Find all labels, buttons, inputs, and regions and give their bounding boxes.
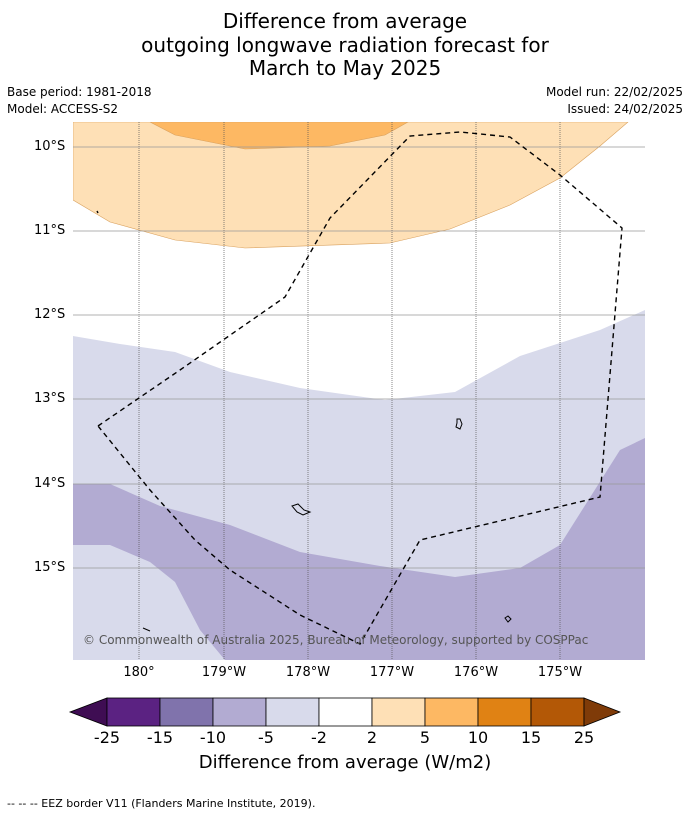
lat-label-11s: 11°S	[34, 223, 66, 238]
colorbar-bin-7	[424, 697, 479, 727]
island-3	[504, 615, 512, 623]
lat-label-13s: 13°S	[34, 391, 66, 406]
lon-label-178w: 178°W	[285, 665, 331, 680]
colorbar-tick-5: -2	[311, 728, 327, 747]
island-4	[142, 627, 151, 632]
anomaly-band-pos2	[73, 122, 629, 249]
title-line-3: March to May 2025	[248, 56, 442, 80]
colorbar-bin-8	[477, 697, 532, 727]
colorbar-tick-2: -15	[146, 728, 174, 747]
model-run: Model run: 22/02/2025	[545, 85, 683, 99]
colorbar-bin-1	[106, 697, 161, 727]
lon-label-175w: 175°W	[537, 665, 583, 680]
colorbar-extend-high	[583, 697, 622, 727]
model-name: Model: ACCESS-S2	[7, 102, 119, 116]
colorbar-bin-6	[371, 697, 426, 727]
colorbar-title: Difference from average (W/m2)	[198, 752, 492, 773]
lat-label-10s: 10°S	[34, 139, 66, 154]
colorbar-tick-3: -10	[199, 728, 227, 747]
colorbar-bin-5	[318, 697, 373, 727]
lat-label-15s: 15°S	[34, 560, 66, 575]
colorbar-tick-6: 2	[366, 728, 378, 747]
island-1	[455, 418, 463, 430]
lon-label-176w: 176°W	[453, 665, 499, 680]
colorbar-bin-2	[159, 697, 214, 727]
eez-legend: -- -- -- EEZ border V11 (Flanders Marine…	[7, 797, 316, 810]
colorbar-tick-7: 5	[419, 728, 431, 747]
anomaly-band-pos5	[149, 122, 409, 150]
colorbar-tick-9: 15	[520, 728, 542, 747]
island-2	[291, 503, 312, 516]
anomaly-band-neg10	[73, 438, 645, 660]
lon-label-180: 180°	[123, 665, 155, 680]
lat-label-14s: 14°S	[34, 476, 66, 491]
copyright-text: © Commonwealth of Australia 2025, Bureau…	[83, 633, 589, 647]
colorbar-bin-4	[265, 697, 320, 727]
colorbar-tick-1: -25	[93, 728, 121, 747]
issued-date: Issued: 24/02/2025	[567, 102, 683, 116]
meta-left: Base period: 1981-2018 Model: ACCESS-S2	[7, 84, 152, 118]
lon-label-177w: 177°W	[369, 665, 415, 680]
eez-border	[96, 131, 623, 645]
lon-label-179w: 179°W	[201, 665, 247, 680]
lat-label-12s: 12°S	[34, 307, 66, 322]
title-line-1: Difference from average	[222, 9, 468, 33]
meta-right: Model run: 22/02/2025 Issued: 24/02/2025	[546, 84, 683, 118]
colorbar-bin-9	[530, 697, 585, 727]
colorbar-bin-3	[212, 697, 267, 727]
base-period: Base period: 1981-2018	[7, 85, 152, 99]
colorbar-tick-10: 25	[573, 728, 595, 747]
title-line-2: outgoing longwave radiation forecast for	[141, 33, 549, 57]
colorbar-tick-4: -5	[258, 728, 274, 747]
colorbar-tick-8: 10	[467, 728, 489, 747]
colorbar-extend-low	[68, 697, 108, 727]
